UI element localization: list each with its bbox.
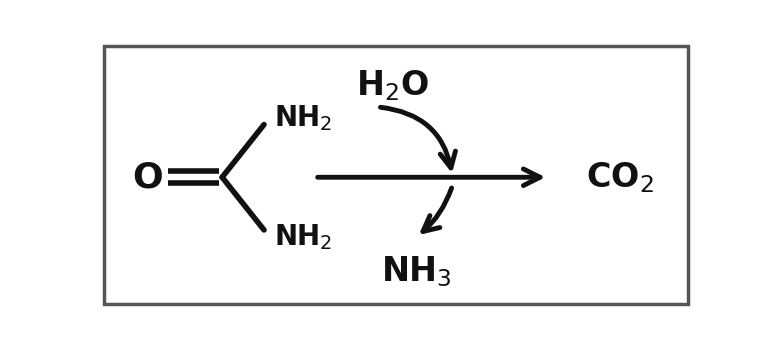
Text: CO$_2$: CO$_2$: [586, 160, 654, 194]
Text: NH$_2$: NH$_2$: [274, 222, 332, 252]
Text: O: O: [132, 160, 163, 194]
Text: H$_2$O: H$_2$O: [357, 68, 429, 103]
Text: NH$_3$: NH$_3$: [381, 254, 452, 289]
Text: NH$_2$: NH$_2$: [274, 103, 332, 133]
